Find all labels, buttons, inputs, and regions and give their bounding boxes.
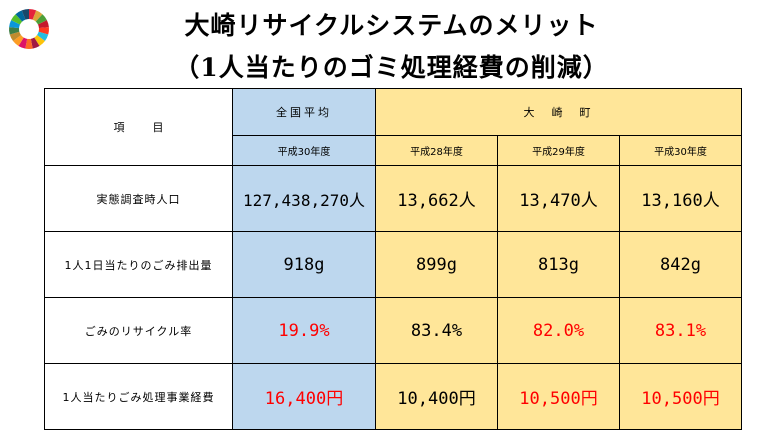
table-row: 1人1日当たりのごみ排出量 918g 899g 813g 842g [44,231,743,298]
year-header: 平成30年度 [232,135,376,166]
table-row: 1人当たりごみ処理事業経費 16,400円 10,400円 10,500円 10,500… [44,363,743,430]
osaki-town-header: 大 崎 町 [374,88,743,136]
row-label: 1人当たりごみ処理事業経費 [44,363,233,430]
town-value-cell: 83.4% [375,297,498,364]
national-average-header: 全国平均 [232,88,376,136]
table-row: 実態調査時人口 127,438,270人 13,662人 13,470人 13,160人 [44,165,743,232]
page-subtitle: （1人当たりのゴミ処理経費の削減） [174,53,609,82]
town-value-cell: 13,470人 [497,165,620,232]
town-value-cell: 10,500円 [618,363,743,430]
town-value-cell: 10,400円 [375,363,498,430]
row-label: ごみのリサイクル率 [44,297,233,364]
town-value-cell: 842g [618,231,743,298]
town-value-cell: 13,662人 [375,165,498,232]
town-value-cell: 10,500円 [497,363,620,430]
national-value-cell: 918g [232,231,376,298]
year-header: 平成28年度 [375,135,498,166]
row-label: 1人1日当たりのごみ排出量 [44,231,233,298]
year-header: 平成29年度 [497,135,620,166]
national-value-cell: 16,400円 [232,363,376,430]
national-value-cell: 19.9% [232,297,376,364]
town-value-cell: 899g [375,231,498,298]
page-title: 大崎リサイクルシステムのメリット [184,11,599,40]
town-value-cell: 82.0% [497,297,620,364]
town-value-cell: 813g [497,231,620,298]
national-value-cell: 127,438,270人 [232,165,376,232]
town-value-cell: 13,160人 [618,165,743,232]
town-value-cell: 83.1% [618,297,743,364]
row-label: 実態調査時人口 [44,165,233,232]
merit-table: 項目 全国平均 大 崎 町 平成30年度 平成28年度 平成29年度 平成30年… [44,88,743,430]
year-header: 平成30年度 [618,135,743,166]
sdgs-wheel-icon [8,9,49,49]
table-row: ごみのリサイクル率 19.9% 83.4% 82.0% 83.1% [44,297,743,364]
item-column-header: 項目 [44,88,233,166]
